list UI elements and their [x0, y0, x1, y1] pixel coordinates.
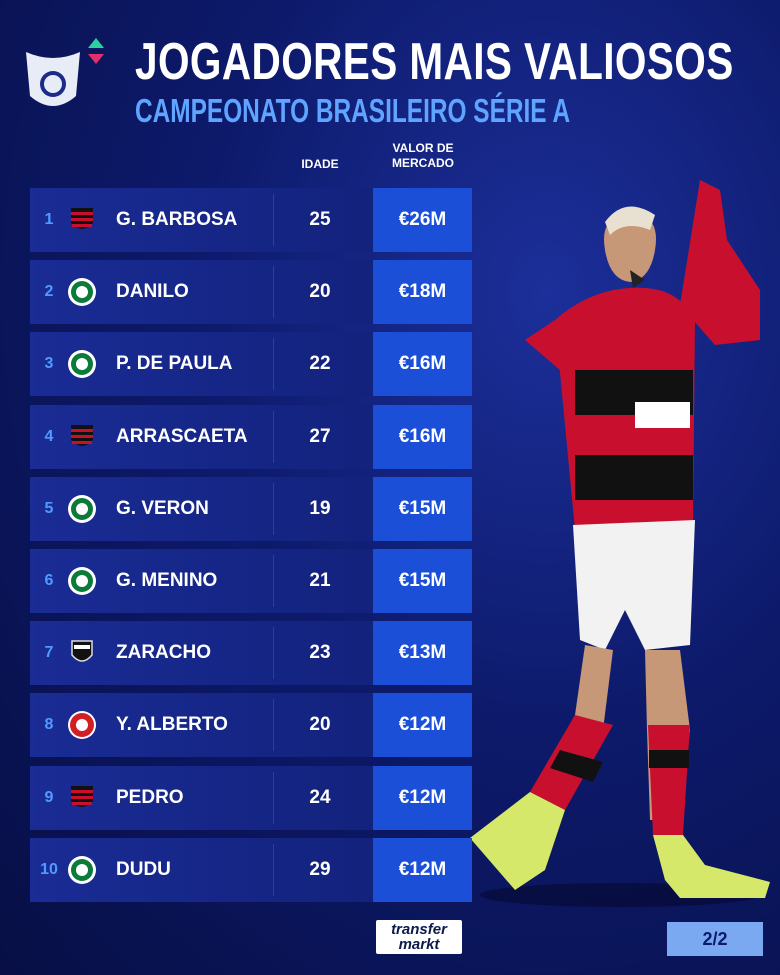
divider	[273, 771, 274, 824]
market-value: €13M	[373, 621, 472, 686]
market-value: €12M	[373, 693, 472, 758]
league-logo	[26, 38, 104, 106]
club-logo	[67, 710, 97, 740]
divider	[273, 699, 274, 752]
title: JOGADORES MAIS VALIOSOS	[135, 33, 734, 91]
market-value: €18M	[373, 260, 472, 325]
rank: 2	[44, 283, 54, 301]
player-name: ARRASCAETA	[116, 425, 248, 447]
rank: 1	[44, 211, 54, 228]
player-name: DUDU	[116, 858, 171, 880]
player-name: Y. ALBERTO	[116, 714, 228, 736]
divider	[273, 338, 274, 391]
player-name: PEDRO	[116, 786, 184, 808]
player-name: ZARACHO	[116, 642, 211, 664]
column-header: VALOR DE MERCADO	[392, 141, 454, 170]
column-header: IDADE	[301, 157, 339, 171]
table-row: 2 DANILO 20 €18M	[30, 260, 472, 325]
age: 25	[309, 209, 331, 230]
club-logo	[67, 349, 97, 379]
player-name: P. DE PAULA	[116, 353, 233, 375]
subtitle: CAMPEONATO BRASILEIRO SÉRIE A	[135, 92, 571, 129]
brand-logo: transfer markt	[376, 920, 462, 954]
club-logo	[67, 422, 97, 452]
player-name: DANILO	[116, 281, 189, 303]
rank: 9	[44, 788, 54, 806]
age: 20	[309, 714, 331, 736]
table-row: 8 Y. ALBERTO 20 €12M	[30, 693, 472, 758]
table-row: 4 ARRASCAETA 27 €16M	[30, 404, 472, 469]
player-photo	[470, 180, 770, 907]
brand-text: transfer	[391, 921, 447, 938]
divider	[273, 555, 274, 607]
age: 23	[309, 642, 331, 664]
age: 21	[309, 570, 331, 591]
age: 22	[309, 353, 331, 375]
club-logo	[67, 783, 97, 813]
divider	[273, 627, 274, 680]
age: 29	[309, 858, 331, 880]
divider	[273, 266, 274, 319]
divider	[273, 843, 274, 896]
table-row: 5 G. VERON 19 €15M	[30, 476, 472, 541]
table-row: 7 ZARACHO 23 €13M	[30, 621, 472, 686]
age: 20	[309, 281, 331, 303]
club-logo	[67, 205, 97, 235]
table-row: 9 PEDRO 24 €12M	[30, 765, 472, 830]
rank: 10	[40, 860, 58, 878]
rank: 6	[44, 572, 54, 589]
rank: 3	[44, 355, 54, 373]
market-value: €16M	[373, 332, 472, 397]
market-value: €15M	[373, 549, 472, 613]
market-value: €16M	[373, 404, 472, 469]
table-row: 3 P. DE PAULA 22 €16M	[30, 332, 472, 397]
market-value: €26M	[373, 188, 472, 252]
table-row: 1 G. BARBOSA 25 €26M	[30, 188, 472, 252]
player-name: G. BARBOSA	[116, 209, 238, 230]
rank: 4	[44, 427, 54, 445]
rank: 7	[44, 644, 54, 662]
table-row: 10 DUDU 29 €12M	[30, 837, 472, 902]
club-logo	[67, 855, 97, 885]
table-row: 6 G. MENINO 21 €15M	[30, 549, 472, 613]
market-value: €15M	[373, 476, 472, 541]
age: 19	[309, 497, 331, 519]
market-value: €12M	[373, 765, 472, 830]
club-logo	[67, 494, 97, 524]
player-name: G. MENINO	[116, 570, 218, 591]
club-logo	[67, 566, 97, 596]
rank: 8	[44, 716, 54, 734]
divider	[273, 482, 274, 535]
age: 24	[309, 786, 331, 808]
club-logo	[67, 638, 97, 668]
market-value: €12M	[373, 837, 472, 902]
rank: 5	[44, 499, 54, 517]
age: 27	[309, 425, 331, 447]
divider	[273, 194, 274, 246]
brand-text: markt	[398, 936, 440, 953]
club-logo	[67, 277, 97, 307]
player-name: G. VERON	[116, 497, 209, 519]
divider	[273, 410, 274, 463]
page-indicator: 2/2	[667, 922, 763, 956]
